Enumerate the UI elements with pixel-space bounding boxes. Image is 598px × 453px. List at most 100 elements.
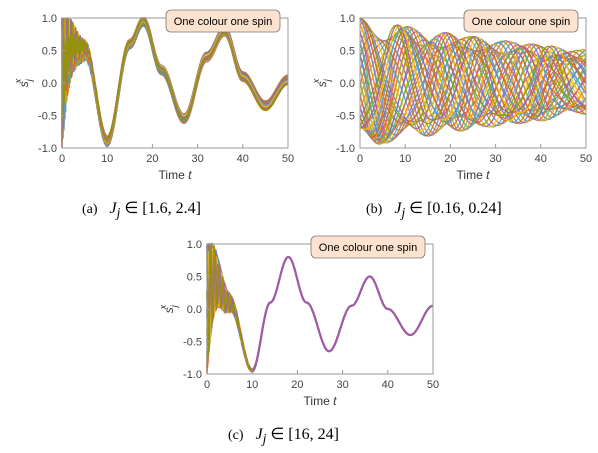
y-tick-label: -1.0 [336,143,355,155]
y-axis-label: sjx [158,304,179,313]
legend: One colour one spin [165,9,281,33]
series-line-2 [206,243,434,372]
x-tick-label: 10 [101,153,113,165]
series-line-18 [61,17,288,140]
caption-a-tag: (a) [82,202,98,217]
caption-a-sub: j [116,205,121,221]
series-line-36 [61,17,288,139]
series-line-39 [61,17,289,140]
series-line-5 [61,18,289,140]
caption-b-tag: (b) [366,202,383,217]
svg-text:sjx: sjx [311,78,332,87]
series-line-24 [61,21,289,143]
series-line-8 [206,243,434,372]
caption-b: (b) Jj ∈ [0.16, 0.24] [366,198,502,221]
legend-label: One colour one spin [472,16,570,28]
caption-a: (a) Jj ∈ [1.6, 2.4] [82,198,201,221]
x-tick-label: 50 [427,379,439,391]
series-line-20 [206,256,434,373]
series-line-35 [61,17,288,141]
axes: 1.0 0.5 0.0 -0.5 -1.00 10 20 30 40 50 [38,13,294,165]
series-line-19 [206,243,434,372]
y-tick-label: -1.0 [183,369,202,381]
x-tick-label: 50 [282,153,294,165]
caption-c-sub: j [262,431,267,447]
series-line-10 [206,244,434,373]
plot-area [359,17,587,145]
legend-box [463,9,579,33]
y-tick-label: 0.0 [187,304,202,316]
series-line-0 [206,243,434,373]
x-tick-label: 0 [59,153,65,165]
x-tick-label: 40 [382,379,394,391]
series-line-6 [61,17,289,141]
legend-box [310,235,426,259]
series-line-38 [206,246,434,373]
series-line-26 [61,22,289,146]
caption-c-tag: (c) [228,428,244,443]
panel-c: 1.0 0.5 0.0 -0.5 -1.0 0 10 20 30 40 50 Time t sjx One… [145,226,445,426]
series-line-31 [61,21,289,146]
legend-label: One colour one spin [174,16,272,28]
series-line-4 [61,17,289,139]
series-line-2 [61,17,289,139]
plot-area [206,242,434,375]
plot-area [61,17,289,149]
series-line-3 [206,243,434,374]
series-line-25 [61,17,289,145]
x-axis-label: Time t [304,394,338,408]
series-line-21 [206,256,434,371]
series-line-19 [61,17,289,139]
y-tick-label: 1.0 [42,13,57,25]
x-tick-label: 30 [489,153,501,165]
series-line-8 [61,18,289,144]
axes-frame [61,17,289,149]
series-line-12 [206,254,434,371]
y-tick-label: 0.0 [340,78,355,90]
x-tick-label: 10 [399,153,411,165]
series-line-23 [206,242,434,373]
series-line-14 [359,26,587,126]
x-tick-label: 30 [191,153,203,165]
panel-a: 1.0 0.5 0.0 -0.5 -1.0 0 10 20 30 40 50 Time t sjx One… [0,0,300,200]
y-tick-label: 1.0 [340,13,355,25]
series-line-34 [206,244,434,372]
series-line-32 [206,243,434,373]
x-tick-label: 40 [535,153,547,165]
x-tick-label: 0 [357,153,363,165]
caption-b-sub: j [401,205,406,221]
x-tick-label: 50 [580,153,592,165]
series-line-36 [359,26,587,134]
axes: 1.0 0.5 0.0 -0.5 -1.00 10 20 30 40 50 [336,13,592,165]
series-line-37 [61,17,288,139]
series-line-15 [206,256,434,371]
chart-a: 1.0 0.5 0.0 -0.5 -1.00 10 20 30 40 50 Time t sjx One… [13,9,294,182]
legend: One colour one spin [463,9,579,33]
x-axis-label: Time t [159,168,193,182]
series-line-22 [206,251,434,375]
y-tick-label: 0.0 [42,78,57,90]
chart-c: 1.0 0.5 0.0 -0.5 -1.00 10 20 30 40 50 Time t sjx One… [158,235,439,408]
series-line-20 [61,17,289,139]
x-tick-label: 20 [146,153,158,165]
series-line-27 [206,244,434,371]
series-line-9 [61,19,289,146]
x-tick-label: 20 [444,153,456,165]
series-line-32 [359,42,587,145]
series-line-28 [206,243,434,372]
series-line-35 [359,29,587,138]
series-line-34 [61,17,288,141]
series-line-17 [206,256,434,372]
series-line-4 [206,244,434,373]
series-line-11 [206,249,434,372]
series-line-14 [61,21,289,146]
series-line-39 [206,246,434,373]
series-line-16 [206,256,434,373]
series-line-7 [61,17,289,143]
panel-b: 1.0 0.5 0.0 -0.5 -1.0 0 10 20 30 40 50 Time t sjx One… [298,0,598,200]
legend-label: One colour one spin [319,242,417,254]
series-line-35 [206,246,434,373]
y-axis-label: sjx [13,78,34,87]
series-line-16 [61,18,289,147]
x-tick-label: 20 [291,379,303,391]
